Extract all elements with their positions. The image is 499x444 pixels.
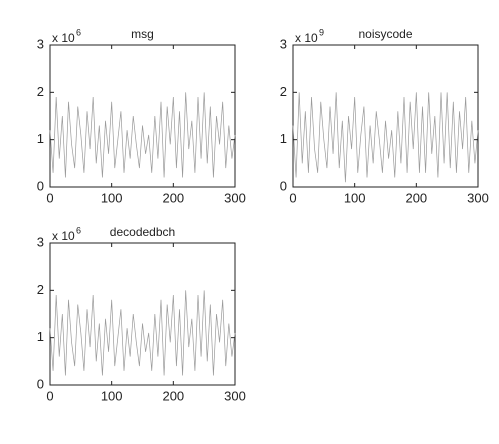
axes-box bbox=[49, 44, 236, 188]
y-scale-exponent: 9 bbox=[319, 27, 324, 37]
y-tick-label: 2 bbox=[280, 84, 287, 99]
y-tick-label: 2 bbox=[37, 84, 44, 99]
y-tick-label: 3 bbox=[37, 36, 44, 51]
chart-title: decodedbch bbox=[110, 225, 175, 239]
signal-line bbox=[292, 92, 479, 183]
y-tick-label: 3 bbox=[37, 234, 44, 249]
y-tick-label: 0 bbox=[37, 376, 44, 391]
y-scale-label: x 10 bbox=[52, 229, 75, 243]
x-tick-label: 200 bbox=[162, 190, 184, 205]
y-scale-label: x 10 bbox=[52, 31, 75, 45]
y-scale-exponent: 6 bbox=[76, 225, 81, 235]
signal-line bbox=[49, 290, 236, 376]
x-tick-label: 100 bbox=[101, 388, 123, 403]
x-tick-label: 300 bbox=[224, 190, 246, 205]
x-tick-label: 300 bbox=[224, 388, 246, 403]
x-tick-label: 200 bbox=[405, 190, 427, 205]
axes-box bbox=[292, 44, 479, 188]
y-tick-label: 0 bbox=[280, 178, 287, 193]
x-tick-label: 0 bbox=[46, 190, 53, 205]
chart-title: noisycode bbox=[358, 27, 412, 41]
y-tick-label: 1 bbox=[280, 131, 287, 146]
x-tick-label: 100 bbox=[101, 190, 123, 205]
x-tick-label: 100 bbox=[344, 190, 366, 205]
y-scale-label: x 10 bbox=[295, 31, 318, 45]
y-scale-exponent: 6 bbox=[76, 27, 81, 37]
y-tick-label: 3 bbox=[280, 36, 287, 51]
x-tick-label: 0 bbox=[46, 388, 53, 403]
x-tick-label: 0 bbox=[289, 190, 296, 205]
axes-box bbox=[49, 242, 236, 386]
x-tick-label: 200 bbox=[162, 388, 184, 403]
chart-title: msg bbox=[131, 27, 154, 41]
y-tick-label: 1 bbox=[37, 131, 44, 146]
y-tick-label: 1 bbox=[37, 329, 44, 344]
y-tick-label: 0 bbox=[37, 178, 44, 193]
x-tick-label: 300 bbox=[467, 190, 489, 205]
y-tick-label: 2 bbox=[37, 282, 44, 297]
signal-line bbox=[49, 92, 236, 178]
